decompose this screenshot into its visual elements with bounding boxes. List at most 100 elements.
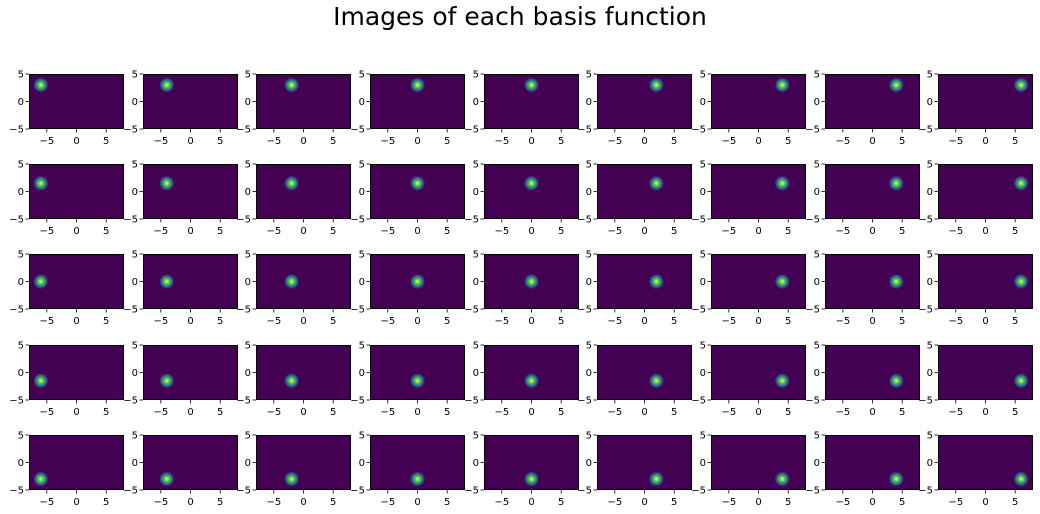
y-tick-label: 0	[586, 187, 592, 198]
basis-peak	[158, 273, 175, 290]
y-tick-label: 5	[473, 250, 479, 261]
x-tick-label: 0	[187, 316, 193, 327]
y-tick-label: 0	[927, 97, 933, 108]
x-tick-label: 0	[869, 226, 875, 237]
y-tick-label: −5	[350, 125, 365, 136]
x-tick-label: 0	[982, 497, 988, 508]
x-tick-label: −5	[607, 226, 622, 237]
x-tick-label: 5	[103, 136, 109, 147]
x-tick-label: 0	[869, 497, 875, 508]
subplot-frame	[825, 435, 920, 490]
x-tick-label: 5	[785, 497, 791, 508]
subplot-image	[256, 164, 351, 219]
y-tick-label: 0	[586, 458, 592, 469]
y-tick-label: 5	[586, 70, 592, 81]
x-tick-label: 0	[414, 407, 420, 418]
x-tick-label: −5	[380, 497, 395, 508]
subplot-image	[825, 435, 920, 490]
basis-peak	[648, 273, 665, 290]
subplot-image	[597, 345, 692, 400]
subplot-r4-c7: −5 0 5 −5 0 5	[691, 341, 806, 418]
y-tick-label: 5	[245, 70, 251, 81]
basis-peak	[648, 372, 665, 389]
subplot-frame	[256, 435, 351, 490]
x-tick-label: 5	[671, 226, 677, 237]
y-tick-label: −5	[123, 305, 138, 316]
basis-peak	[158, 372, 175, 389]
subplot-r5-c2: −5 0 5 −5 0 5	[123, 431, 238, 508]
figure-title: Images of each basis function	[333, 2, 707, 31]
x-tick-label: −5	[153, 407, 168, 418]
y-tick-label: 0	[927, 458, 933, 469]
basis-peak	[523, 175, 540, 192]
y-tick-label: −5	[464, 486, 479, 497]
basis-peak	[1013, 372, 1030, 389]
subplot-frame	[711, 74, 806, 129]
basis-peak	[409, 175, 426, 192]
subplot-frame	[256, 345, 351, 400]
x-tick-label: 5	[899, 316, 905, 327]
y-tick-label: −5	[918, 305, 933, 316]
y-tick-label: −5	[805, 215, 820, 226]
x-tick-label: −5	[948, 497, 963, 508]
subplot-frame	[484, 254, 579, 309]
y-tick-label: 5	[700, 160, 706, 171]
basis-peak	[283, 175, 300, 192]
subplot-image	[711, 254, 806, 309]
x-tick-label: −5	[721, 226, 736, 237]
subplot-r1-c9: −5 0 5 −5 0 5	[918, 70, 1033, 147]
y-tick-label: 5	[18, 70, 24, 81]
y-tick-label: 0	[18, 187, 24, 198]
x-tick-label: 5	[558, 497, 564, 508]
subplot-r2-c4: −5 0 5 −5 0 5	[350, 160, 465, 237]
y-tick-label: −5	[9, 125, 24, 136]
x-tick-label: −5	[494, 407, 509, 418]
basis-peak	[32, 372, 49, 389]
x-tick-label: 5	[899, 497, 905, 508]
x-tick-label: −5	[721, 497, 736, 508]
y-tick-label: −5	[464, 305, 479, 316]
subplot-frame	[938, 435, 1033, 490]
y-tick-label: −5	[577, 486, 592, 497]
y-tick-label: −5	[918, 486, 933, 497]
subplot-frame	[711, 254, 806, 309]
basis-peak	[32, 175, 49, 192]
y-tick-label: 5	[359, 431, 365, 442]
x-tick-label: 5	[444, 316, 450, 327]
x-tick-label: 5	[217, 316, 223, 327]
subplot-r4-c9: −5 0 5 −5 0 5	[918, 341, 1033, 418]
y-tick-label: 5	[927, 250, 933, 261]
x-tick-label: −5	[380, 316, 395, 327]
x-tick-label: 0	[73, 407, 79, 418]
y-tick-label: 5	[814, 160, 820, 171]
y-tick-label: 5	[700, 250, 706, 261]
y-tick-label: 0	[359, 458, 365, 469]
subplot-frame	[370, 74, 465, 129]
basis-peak	[523, 77, 540, 93]
subplot-frame	[825, 74, 920, 129]
x-tick-label: 0	[300, 497, 306, 508]
subplot-image	[143, 435, 238, 490]
y-tick-label: −5	[236, 486, 251, 497]
subplot-r3-c8: −5 0 5 −5 0 5	[805, 250, 920, 327]
x-tick-label: 5	[217, 407, 223, 418]
y-tick-label: 0	[18, 277, 24, 288]
y-tick-label: −5	[9, 396, 24, 407]
y-tick-label: 5	[700, 341, 706, 352]
basis-peak	[158, 77, 175, 93]
subplot-r4-c3: −5 0 5 −5 0 5	[236, 341, 351, 418]
subplot-frame	[597, 254, 692, 309]
subplot-frame	[29, 164, 124, 219]
y-tick-label: −5	[805, 305, 820, 316]
basis-peak	[523, 372, 540, 389]
subplot-frame	[143, 254, 238, 309]
x-tick-label: −5	[380, 136, 395, 147]
subplot-image	[597, 164, 692, 219]
x-tick-label: 0	[414, 226, 420, 237]
x-tick-label: 5	[444, 497, 450, 508]
subplot-frame	[143, 345, 238, 400]
y-tick-label: 0	[700, 458, 706, 469]
y-tick-label: 5	[245, 160, 251, 171]
x-tick-label: 0	[755, 136, 761, 147]
y-tick-label: 5	[132, 431, 138, 442]
